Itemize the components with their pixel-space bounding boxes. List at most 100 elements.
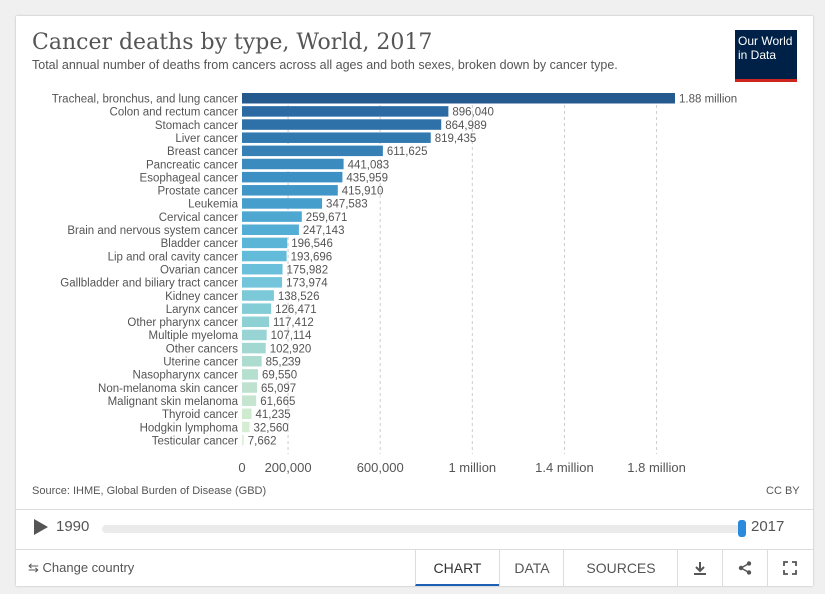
category-label: Stomach cancer bbox=[155, 120, 238, 132]
value-label: 175,982 bbox=[287, 264, 329, 276]
value-label: 193,696 bbox=[291, 251, 333, 263]
bar bbox=[242, 342, 266, 354]
tab-chart[interactable]: CHART bbox=[415, 550, 499, 586]
bar bbox=[242, 171, 343, 183]
category-label: Hodgkin lymphoma bbox=[140, 422, 239, 434]
bar bbox=[242, 224, 299, 235]
bar bbox=[242, 395, 257, 406]
chart-subtitle: Total annual number of deaths from cance… bbox=[32, 58, 618, 72]
bar bbox=[242, 198, 323, 209]
value-label: 896,040 bbox=[452, 107, 494, 119]
value-label: 441,083 bbox=[348, 159, 390, 171]
value-label: 102,920 bbox=[270, 343, 312, 355]
x-tick-label: 600,000 bbox=[357, 460, 404, 475]
logo-line-1: Our World bbox=[738, 34, 793, 48]
source-note[interactable]: Source: IHME, Global Burden of Disease (… bbox=[32, 485, 267, 497]
category-label: Brain and nervous system cancer bbox=[67, 225, 238, 237]
share-button[interactable] bbox=[722, 550, 767, 586]
category-label: Ovarian cancer bbox=[160, 264, 238, 276]
value-label: 415,910 bbox=[342, 186, 384, 198]
chart-title: Cancer deaths by type, World, 2017 bbox=[32, 30, 433, 55]
logo-line-2: in Data bbox=[738, 48, 777, 62]
timeline-end-year: 2017 bbox=[751, 518, 785, 535]
category-label: Prostate cancer bbox=[157, 186, 238, 198]
category-label: Other cancers bbox=[166, 343, 238, 355]
value-label: 196,546 bbox=[291, 238, 333, 250]
category-label: Multiple myeloma bbox=[149, 330, 239, 342]
x-tick-label: 200,000 bbox=[265, 460, 312, 475]
category-label: Colon and rectum cancer bbox=[110, 107, 239, 119]
fullscreen-button[interactable] bbox=[767, 550, 812, 586]
x-tick-label: 1.8 million bbox=[627, 460, 686, 475]
bar bbox=[242, 132, 431, 143]
value-label: 41,235 bbox=[255, 409, 290, 421]
value-label: 69,550 bbox=[262, 370, 297, 382]
bar bbox=[242, 356, 262, 367]
value-label: 138,526 bbox=[278, 291, 320, 303]
value-label: 32,560 bbox=[253, 422, 288, 434]
value-label: 7,662 bbox=[248, 435, 277, 447]
bar bbox=[242, 93, 675, 104]
value-label: 347,583 bbox=[326, 199, 368, 211]
category-label: Leukemia bbox=[188, 199, 238, 211]
timeline-start-year: 1990 bbox=[56, 518, 90, 535]
divider bbox=[16, 549, 813, 550]
bar bbox=[242, 303, 272, 314]
value-label: 65,097 bbox=[261, 383, 296, 395]
tab-data[interactable]: DATA bbox=[499, 550, 564, 586]
bar bbox=[242, 290, 274, 301]
download-button[interactable] bbox=[677, 550, 722, 586]
value-label: 611,625 bbox=[387, 146, 428, 158]
category-label: Testicular cancer bbox=[152, 435, 238, 447]
bar bbox=[242, 382, 257, 393]
category-label: Kidney cancer bbox=[165, 291, 238, 303]
bar bbox=[242, 119, 442, 130]
bar bbox=[242, 408, 252, 420]
category-label: Thyroid cancer bbox=[162, 409, 238, 421]
divider bbox=[16, 509, 813, 510]
bar bbox=[242, 185, 338, 196]
category-label: Lip and oral cavity cancer bbox=[108, 251, 239, 263]
bar bbox=[242, 158, 344, 170]
value-label: 864,989 bbox=[445, 120, 487, 132]
value-label: 85,239 bbox=[266, 357, 301, 369]
owid-logo[interactable]: Our World in Data bbox=[735, 30, 797, 82]
fullscreen-icon bbox=[783, 561, 797, 575]
bar bbox=[242, 145, 383, 157]
value-label: 819,435 bbox=[435, 133, 477, 145]
bar bbox=[242, 329, 267, 341]
value-label: 173,974 bbox=[286, 278, 328, 290]
bar bbox=[242, 421, 250, 433]
category-label: Esophageal cancer bbox=[140, 172, 239, 184]
category-label: Larynx cancer bbox=[166, 304, 238, 316]
bar bbox=[242, 369, 259, 380]
bar bbox=[242, 237, 288, 249]
value-label: 435,959 bbox=[346, 172, 388, 184]
category-label: Malignant skin melanoma bbox=[108, 396, 239, 408]
bar bbox=[242, 106, 449, 117]
category-label: Breast cancer bbox=[167, 146, 238, 158]
bar bbox=[242, 277, 283, 288]
timeline-handle[interactable] bbox=[738, 520, 746, 537]
timeline: 1990 2017 bbox=[16, 510, 813, 550]
timeline-track[interactable] bbox=[102, 525, 742, 533]
category-label: Gallbladder and biliary tract cancer bbox=[60, 278, 238, 290]
change-country-button[interactable]: ⇆ Change country bbox=[28, 560, 134, 576]
bar bbox=[242, 263, 283, 275]
change-country-label: Change country bbox=[42, 560, 135, 575]
bar bbox=[242, 434, 244, 446]
category-label: Nasopharynx cancer bbox=[133, 370, 239, 382]
bar bbox=[242, 316, 270, 328]
value-label: 107,114 bbox=[271, 330, 312, 342]
tab-sources[interactable]: SOURCES bbox=[563, 550, 678, 586]
value-label: 259,671 bbox=[306, 212, 348, 224]
category-label: Other pharynx cancer bbox=[127, 317, 238, 329]
value-label: 61,665 bbox=[260, 396, 295, 408]
value-label: 117,412 bbox=[273, 317, 314, 329]
play-icon[interactable] bbox=[34, 519, 48, 535]
category-label: Non-melanoma skin cancer bbox=[98, 383, 238, 395]
x-tick-label: 0 bbox=[238, 460, 245, 475]
category-label: Liver cancer bbox=[175, 133, 238, 145]
value-label: 247,143 bbox=[303, 225, 345, 237]
license-link[interactable]: CC BY bbox=[766, 485, 800, 497]
